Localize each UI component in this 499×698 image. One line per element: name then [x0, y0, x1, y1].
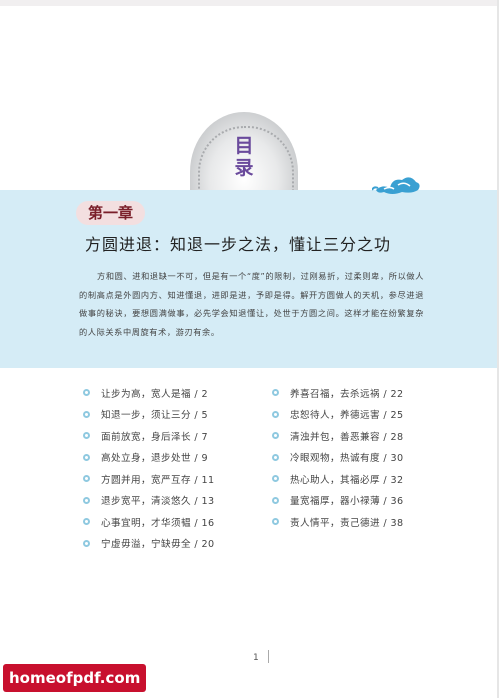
- toc-entry[interactable]: 方圆并用，宽严互存 / 11: [83, 468, 214, 490]
- page-number-divider: [268, 650, 269, 663]
- toc-entry-label: 养喜召福，去杀远祸 / 22: [290, 388, 404, 400]
- toc-entry[interactable]: 知退一步，须让三分 / 5: [83, 404, 214, 426]
- toc-entry-label: 宁虚毋溢，宁缺毋全 / 20: [101, 539, 215, 551]
- toc-entry-label: 高处立身，退步处世 / 9: [101, 453, 208, 465]
- toc-entry[interactable]: 清浊并包，善恶兼容 / 28: [272, 425, 403, 447]
- bullet-icon: [83, 518, 90, 526]
- bullet-icon: [272, 410, 279, 418]
- toc-entry[interactable]: 热心助人，其福必厚 / 32: [272, 468, 403, 490]
- toc-entry[interactable]: 责人情平，责己德进 / 38: [272, 511, 403, 533]
- toc-entry[interactable]: 心事宜明，才华须韫 / 16: [83, 511, 214, 533]
- toc-entry-label: 责人情平，责己德进 / 38: [290, 517, 404, 529]
- chapter-intro: 方和圆、进和退缺一不可，但是有一个“度”的限制，过刚易折，过柔则卑，所以做人的制…: [79, 271, 424, 337]
- bullet-icon: [272, 453, 279, 461]
- bullet-icon: [272, 496, 279, 504]
- bullet-icon: [83, 539, 90, 547]
- watermark-badge[interactable]: homeofpdf.com: [3, 664, 147, 692]
- toc-entry[interactable]: 冷眼观物，热诚有度 / 30: [272, 447, 403, 469]
- toc-entry[interactable]: 面前放宽，身后泽长 / 7: [83, 425, 214, 447]
- toc-entry[interactable]: 高处立身，退步处世 / 9: [83, 447, 214, 469]
- toc-entry[interactable]: 忠恕待人，养德远害 / 25: [272, 404, 403, 426]
- toc-entry[interactable]: 宁虚毋溢，宁缺毋全 / 20: [83, 533, 214, 555]
- toc-entry-label: 面前放宽，身后泽长 / 7: [101, 431, 208, 443]
- bullet-icon: [272, 475, 279, 483]
- toc-entry[interactable]: 让步为高，宽人是福 / 2: [83, 382, 214, 404]
- bullet-icon: [83, 453, 90, 461]
- chapter-label: 第一章: [76, 201, 146, 225]
- toc-entry[interactable]: 量宽福厚，器小禄薄 / 36: [272, 490, 403, 512]
- toc-entry[interactable]: 养喜召福，去杀远祸 / 22: [272, 382, 403, 404]
- bullet-icon: [83, 432, 90, 440]
- toc-entry-label: 退步宽平，清淡悠久 / 13: [101, 496, 215, 508]
- top-frame-strip: [0, 0, 499, 6]
- toc-entry-label: 量宽福厚，器小禄薄 / 36: [290, 496, 404, 508]
- toc-heading-char-2: 录: [234, 157, 254, 179]
- bullet-icon: [83, 389, 90, 397]
- toc-entry-label: 忠恕待人，养德远害 / 25: [290, 410, 404, 422]
- bullet-icon: [83, 410, 90, 418]
- cloud-icon: [372, 177, 420, 194]
- bullet-icon: [272, 432, 279, 440]
- bullet-icon: [83, 475, 90, 483]
- chapter-title: 方圆进退：知退一步之法，懂让三分之功: [85, 235, 392, 254]
- bullet-icon: [272, 518, 279, 526]
- page-edge-rule: [497, 0, 499, 698]
- toc-entry-label: 方圆并用，宽严互存 / 11: [101, 474, 215, 486]
- toc-list-right: 养喜召福，去杀远祸 / 22 忠恕待人，养德远害 / 25 清浊并包，善恶兼容 …: [272, 382, 403, 533]
- toc-entry-label: 热心助人，其福必厚 / 32: [290, 474, 404, 486]
- toc-entry-label: 心事宜明，才华须韫 / 16: [101, 517, 215, 529]
- bullet-icon: [272, 389, 279, 397]
- toc-list-left: 让步为高，宽人是福 / 2 知退一步，须让三分 / 5 面前放宽，身后泽长 / …: [83, 382, 214, 554]
- toc-entry-label: 冷眼观物，热诚有度 / 30: [290, 453, 404, 465]
- bullet-icon: [83, 496, 90, 504]
- toc-entry-label: 清浊并包，善恶兼容 / 28: [290, 431, 404, 443]
- toc-heading-char-1: 目: [234, 135, 254, 157]
- toc-entry[interactable]: 退步宽平，清淡悠久 / 13: [83, 490, 214, 512]
- toc-entry-label: 知退一步，须让三分 / 5: [101, 410, 208, 422]
- toc-heading: 目 录: [232, 135, 256, 179]
- toc-entry-label: 让步为高，宽人是福 / 2: [101, 388, 208, 400]
- page-number: 1: [253, 653, 259, 663]
